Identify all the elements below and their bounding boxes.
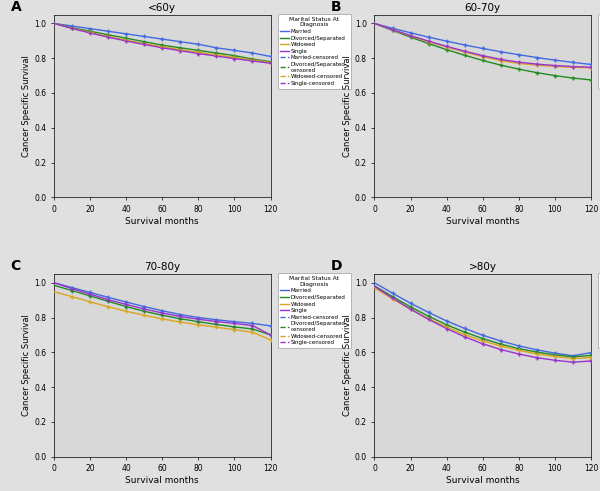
Y-axis label: Cancer Specific Survival: Cancer Specific Survival	[343, 55, 352, 157]
Title: <60y: <60y	[148, 2, 176, 13]
Text: C: C	[11, 259, 21, 273]
Text: D: D	[331, 259, 343, 273]
X-axis label: Survival months: Survival months	[125, 476, 199, 485]
Y-axis label: Cancer Specific Survival: Cancer Specific Survival	[22, 314, 31, 416]
Title: >80y: >80y	[469, 262, 497, 272]
Text: B: B	[331, 0, 342, 14]
Text: A: A	[11, 0, 22, 14]
Y-axis label: Cancer Specific Survival: Cancer Specific Survival	[343, 314, 352, 416]
X-axis label: Survival months: Survival months	[446, 217, 520, 226]
Legend: Married, Divorced/Separated, Widowed, Single, Married-censored, Divorced/Separat: Married, Divorced/Separated, Widowed, Si…	[598, 273, 600, 348]
Title: 70-80y: 70-80y	[144, 262, 181, 272]
Y-axis label: Cancer Specific Survival: Cancer Specific Survival	[22, 55, 31, 157]
Title: 60-70y: 60-70y	[464, 2, 501, 13]
Legend: Married, Divorced/Separated, Widowed, Single, Married-censored, Divorced/Separat: Married, Divorced/Separated, Widowed, Si…	[598, 14, 600, 89]
Legend: Married, Divorced/Separated, Widowed, Single, Married-censored, Divorced/Separat: Married, Divorced/Separated, Widowed, Si…	[278, 273, 350, 348]
X-axis label: Survival months: Survival months	[446, 476, 520, 485]
Legend: Married, Divorced/Separated, Widowed, Single, Married-censored, Divorced/Separat: Married, Divorced/Separated, Widowed, Si…	[278, 14, 350, 89]
X-axis label: Survival months: Survival months	[125, 217, 199, 226]
